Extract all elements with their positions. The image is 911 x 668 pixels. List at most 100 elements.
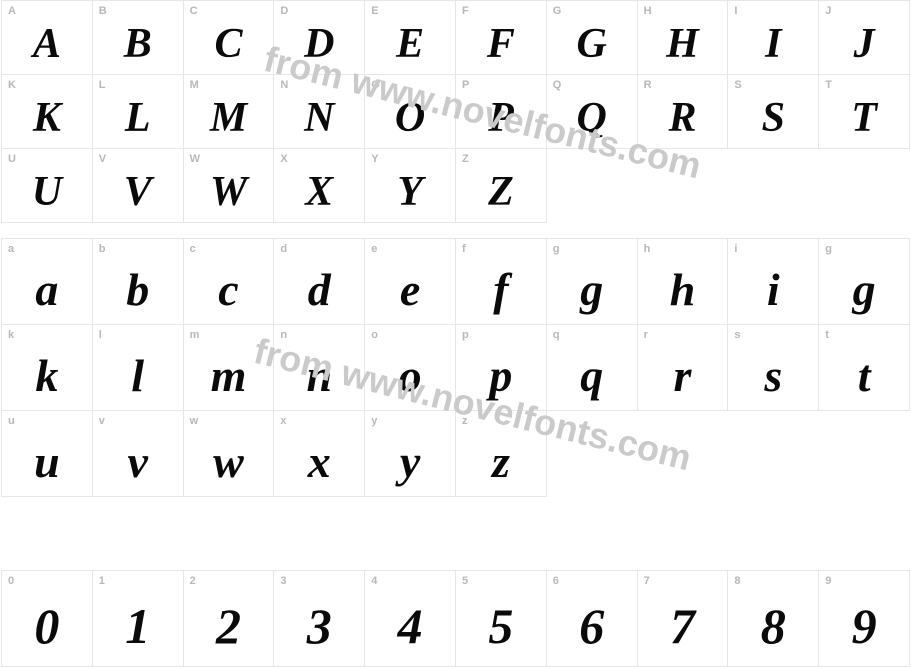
glyph-label: A	[8, 5, 16, 17]
glyph-cell: ss	[728, 325, 819, 411]
glyph-character: k	[2, 325, 92, 399]
glyph-label: c	[190, 243, 196, 255]
glyph-label: Y	[371, 153, 378, 165]
glyph-cell: EE	[365, 1, 456, 75]
glyph-cell: GG	[547, 1, 638, 75]
glyph-label: g	[825, 243, 832, 255]
glyph-cell: 33	[274, 571, 365, 667]
glyph-character: v	[93, 411, 183, 485]
glyph-cell: pp	[456, 325, 547, 411]
glyph-cell: MM	[184, 75, 275, 149]
glyph-cell: qq	[547, 325, 638, 411]
glyph-label: E	[371, 5, 378, 17]
glyph-cell: 66	[547, 571, 638, 667]
glyph-cell: RR	[638, 75, 729, 149]
glyph-character: g	[547, 239, 637, 313]
glyph-label: x	[280, 415, 286, 427]
glyph-label: k	[8, 329, 14, 341]
glyph-cell: yy	[365, 411, 456, 497]
glyph-label: 8	[734, 575, 740, 587]
glyph-label: v	[99, 415, 105, 427]
glyph-cell: XX	[274, 149, 365, 223]
glyph-label: g	[553, 243, 560, 255]
glyph-character: n	[274, 325, 364, 399]
glyph-cell: YY	[365, 149, 456, 223]
glyph-label: 5	[462, 575, 468, 587]
glyph-label: e	[371, 243, 377, 255]
glyph-character: 5	[456, 571, 546, 651]
glyph-character: 0	[2, 571, 92, 651]
glyph-label: N	[280, 79, 288, 91]
glyph-grid: aabbccddeeffgghhiiggkkllmmnnooppqqrrsstt…	[1, 238, 910, 497]
glyph-label: D	[280, 5, 288, 17]
glyph-cell: vv	[93, 411, 184, 497]
glyph-label: U	[8, 153, 16, 165]
glyph-label: Q	[553, 79, 562, 91]
glyph-grid: 00112233445566778899	[1, 570, 910, 667]
glyph-label: q	[553, 329, 560, 341]
glyph-character: Z	[456, 149, 546, 213]
glyph-character: o	[365, 325, 455, 399]
glyph-label: V	[99, 153, 106, 165]
glyph-cell: LL	[93, 75, 184, 149]
glyph-label: R	[644, 79, 652, 91]
glyph-character: 8	[728, 571, 818, 651]
glyph-character: a	[2, 239, 92, 313]
glyph-label: f	[462, 243, 466, 255]
glyph-label: H	[644, 5, 652, 17]
glyph-character: 2	[184, 571, 274, 651]
glyph-block-lowercase: aabbccddeeffgghhiiggkkllmmnnooppqqrrsstt…	[1, 238, 910, 497]
glyph-cell-empty	[638, 411, 729, 497]
glyph-label: K	[8, 79, 16, 91]
glyph-character: r	[638, 325, 728, 399]
glyph-cell-empty	[546, 411, 638, 497]
glyph-cell: xx	[274, 411, 365, 497]
glyph-cell: ZZ	[456, 149, 547, 223]
glyph-label: l	[99, 329, 102, 341]
glyph-cell: 22	[184, 571, 275, 667]
glyph-character: 4	[365, 571, 455, 651]
glyph-character: 9	[819, 571, 909, 651]
glyph-label: 3	[280, 575, 286, 587]
glyph-cell: kk	[2, 325, 93, 411]
glyph-cell: CC	[184, 1, 275, 75]
glyph-cell: ff	[456, 239, 547, 325]
glyph-cell: gg	[547, 239, 638, 325]
glyph-block-uppercase: AABBCCDDEEFFGGHHIIJJKKLLMMNNOOPPQQRRSSTT…	[1, 0, 910, 223]
glyph-character: s	[728, 325, 818, 399]
glyph-cell: 55	[456, 571, 547, 667]
glyph-label: O	[371, 79, 380, 91]
glyph-label: C	[190, 5, 198, 17]
glyph-cell-empty	[819, 411, 910, 497]
glyph-label: b	[99, 243, 106, 255]
glyph-label: y	[371, 415, 377, 427]
glyph-character: z	[456, 411, 546, 485]
glyph-block-digits: 00112233445566778899	[1, 570, 910, 667]
glyph-label: p	[462, 329, 469, 341]
glyph-cell: oo	[365, 325, 456, 411]
glyph-cell: KK	[2, 75, 93, 149]
glyph-cell: NN	[274, 75, 365, 149]
glyph-cell: hh	[638, 239, 729, 325]
glyph-cell: II	[728, 1, 819, 75]
glyph-cell: 99	[819, 571, 910, 667]
glyph-cell: AA	[2, 1, 93, 75]
glyph-cell: cc	[184, 239, 275, 325]
glyph-grid: AABBCCDDEEFFGGHHIIJJKKLLMMNNOOPPQQRRSSTT…	[1, 0, 910, 223]
glyph-character: e	[365, 239, 455, 313]
glyph-character: L	[93, 75, 183, 139]
glyph-character: T	[819, 75, 909, 139]
glyph-label: M	[190, 79, 199, 91]
glyph-character: c	[184, 239, 274, 313]
glyph-cell: ww	[184, 411, 275, 497]
glyph-label: 1	[99, 575, 105, 587]
glyph-cell: nn	[274, 325, 365, 411]
glyph-cell: VV	[93, 149, 184, 223]
glyph-cell: 00	[2, 571, 93, 667]
glyph-label: F	[462, 5, 469, 17]
glyph-character: E	[365, 1, 455, 65]
glyph-cell: DD	[274, 1, 365, 75]
glyph-cell: aa	[2, 239, 93, 325]
glyph-label: J	[825, 5, 831, 17]
glyph-cell: BB	[93, 1, 184, 75]
